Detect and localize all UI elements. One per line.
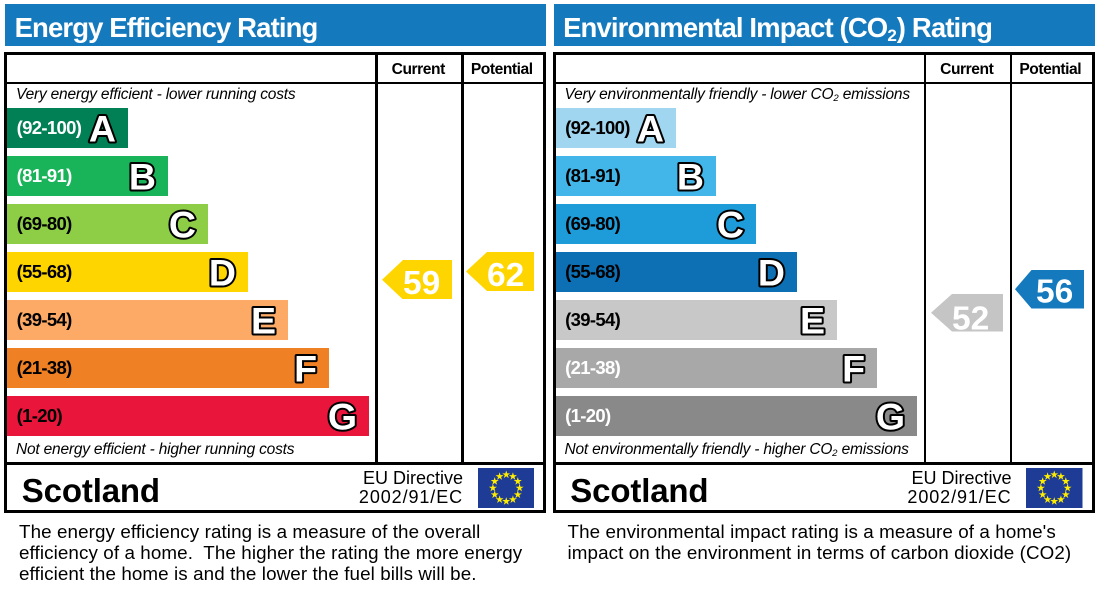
- svg-text:B: B: [129, 156, 156, 197]
- svg-text:E: E: [800, 300, 825, 341]
- svg-text:59: 59: [403, 265, 440, 299]
- svg-text:G: G: [876, 396, 905, 437]
- svg-text:G: G: [328, 396, 357, 437]
- svg-text:C: C: [717, 204, 744, 245]
- svg-text:F: F: [842, 348, 865, 389]
- svg-text:62: 62: [487, 257, 524, 291]
- svg-text:D: D: [209, 252, 236, 293]
- svg-text:52: 52: [952, 301, 989, 332]
- svg-text:D: D: [758, 252, 785, 293]
- svg-text:56: 56: [1036, 274, 1073, 309]
- svg-text:E: E: [251, 300, 276, 341]
- svg-text:F: F: [294, 348, 317, 389]
- svg-text:A: A: [88, 108, 115, 149]
- svg-text:A: A: [637, 108, 664, 149]
- svg-text:B: B: [677, 156, 704, 197]
- svg-text:C: C: [169, 204, 196, 245]
